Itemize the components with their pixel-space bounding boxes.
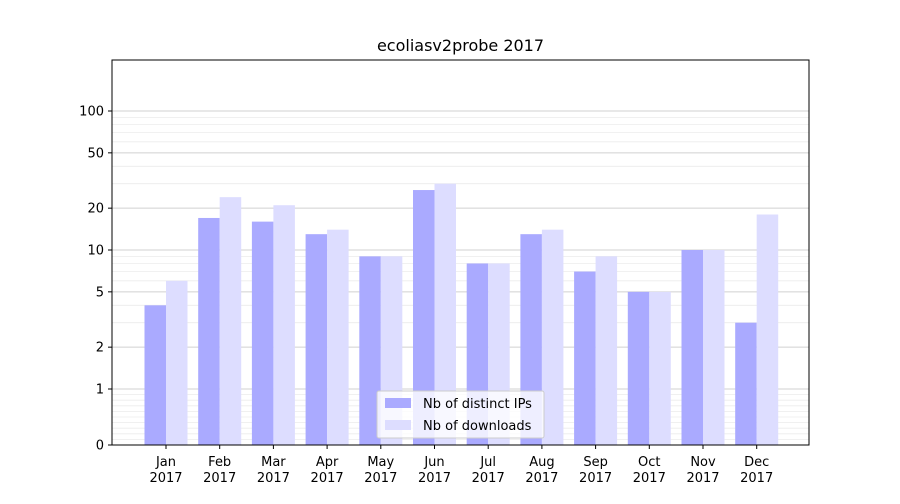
bar-distinct-ips-sep bbox=[574, 271, 596, 445]
x-tick-label-month: Oct bbox=[638, 455, 660, 470]
bar-downloads-sep bbox=[595, 256, 618, 445]
bar-downloads-dec bbox=[756, 214, 779, 445]
bar-downloads-jun bbox=[434, 183, 456, 445]
x-tick-label-month: Feb bbox=[208, 455, 231, 470]
x-tick-label-month: May bbox=[367, 455, 394, 470]
x-tick-label-year: 2017 bbox=[633, 471, 666, 486]
x-tick-label-year: 2017 bbox=[418, 471, 451, 486]
y-tick-label: 50 bbox=[87, 146, 104, 161]
x-tick-label-month: Jul bbox=[479, 455, 496, 470]
legend-box bbox=[376, 390, 545, 439]
x-tick-label-month: Apr bbox=[316, 455, 339, 470]
legend: Nb of distinct IPs Nb of downloads bbox=[376, 390, 545, 439]
y-axis: 0 1 2 5 10 20 50 100 bbox=[79, 105, 112, 454]
bar-downloads-mar bbox=[273, 205, 295, 445]
bar-downloads-oct bbox=[649, 291, 671, 445]
legend-swatch-downloads bbox=[385, 420, 411, 430]
bar-downloads-jan bbox=[166, 280, 188, 445]
bar-distinct-ips-jan bbox=[144, 305, 166, 445]
legend-label-ips: Nb of distinct IPs bbox=[423, 397, 532, 412]
x-tick-label-month: Jan bbox=[155, 455, 176, 470]
x-axis: Jan2017Feb2017Mar2017Apr2017May2017Jun20… bbox=[149, 445, 773, 486]
bar-distinct-ips-oct bbox=[627, 291, 650, 445]
x-tick-label-year: 2017 bbox=[364, 471, 397, 486]
x-tick-label-year: 2017 bbox=[149, 471, 182, 486]
y-tick-label: 5 bbox=[96, 285, 104, 300]
x-tick-label-year: 2017 bbox=[311, 471, 344, 486]
y-tick-label: 1 bbox=[96, 383, 104, 398]
x-tick-label-year: 2017 bbox=[686, 471, 719, 486]
x-tick-label-month: Jun bbox=[423, 455, 444, 470]
bar-downloads-nov bbox=[703, 250, 725, 445]
x-tick-label-year: 2017 bbox=[579, 471, 612, 486]
bar-distinct-ips-jun bbox=[413, 190, 435, 445]
x-tick-label-month: Mar bbox=[261, 455, 286, 470]
x-tick-label-year: 2017 bbox=[472, 471, 505, 486]
bar-downloads-feb bbox=[219, 197, 242, 445]
bar-distinct-ips-nov bbox=[681, 250, 703, 445]
bar-distinct-ips-apr bbox=[305, 234, 328, 445]
y-tick-label: 20 bbox=[87, 202, 104, 217]
bar-downloads-apr bbox=[327, 229, 349, 445]
x-tick-label-month: Dec bbox=[744, 455, 769, 470]
bar-distinct-ips-mar bbox=[251, 221, 274, 445]
bar-distinct-ips-feb bbox=[198, 217, 220, 445]
x-tick-label-year: 2017 bbox=[203, 471, 236, 486]
plot-frame bbox=[111, 59, 810, 446]
x-tick-label-year: 2017 bbox=[525, 471, 558, 486]
y-tick-label: 100 bbox=[79, 105, 104, 120]
x-tick-label-year: 2017 bbox=[740, 471, 773, 486]
bar-distinct-ips-may bbox=[359, 256, 381, 445]
x-tick-label-month: Nov bbox=[690, 455, 716, 470]
y-tick-label: 0 bbox=[96, 439, 104, 454]
y-tick-label: 10 bbox=[87, 244, 104, 259]
legend-label-downloads: Nb of downloads bbox=[423, 419, 532, 434]
x-tick-label-month: Sep bbox=[583, 455, 608, 470]
y-tick-label: 2 bbox=[96, 341, 104, 356]
legend-swatch-ips bbox=[385, 398, 411, 408]
bar-downloads-aug bbox=[541, 229, 564, 445]
bar-distinct-ips-dec bbox=[735, 322, 757, 445]
x-tick-label-month: Aug bbox=[529, 455, 554, 470]
x-tick-label-year: 2017 bbox=[257, 471, 290, 486]
chart-title: ecoliasv2probe 2017 bbox=[377, 36, 544, 55]
